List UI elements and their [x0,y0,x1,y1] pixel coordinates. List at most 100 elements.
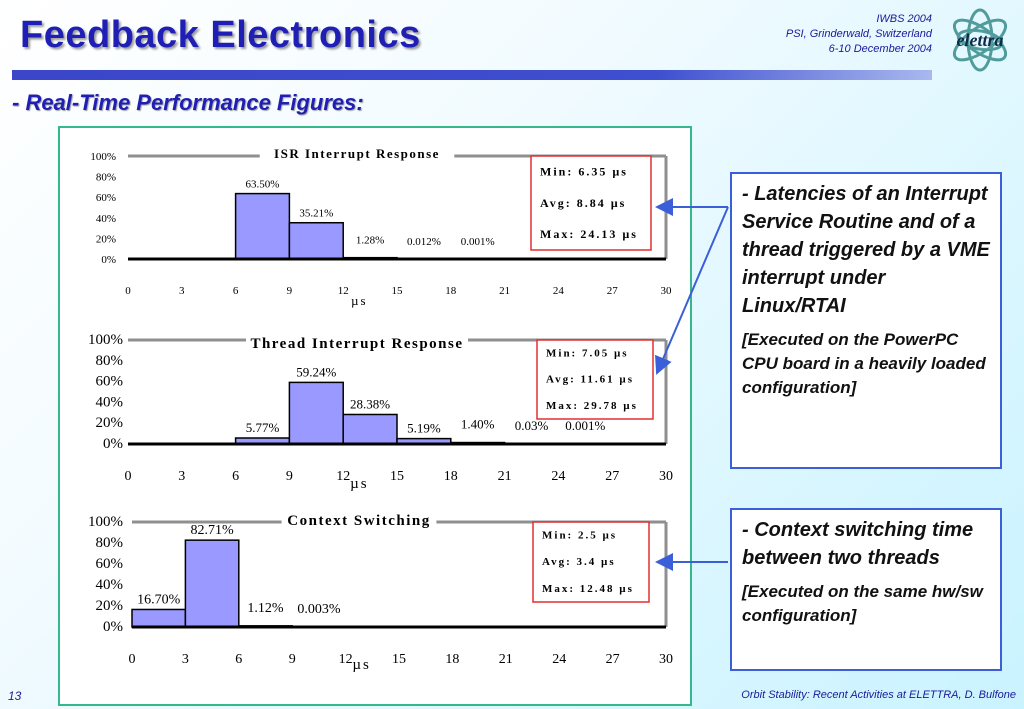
chart-panel: ISR Interrupt Response 63.50% 35.21% 1.28% 0… [58,126,692,706]
x-tick-label: 30 [659,469,673,484]
x-tick-label: 30 [659,652,673,667]
bar-value-label: 1.12% [247,601,284,616]
x-tick-label: 24 [552,652,566,667]
elettra-logo: elettra [952,8,1008,72]
context-switch-description-box: - Context switching time between two thr… [730,508,1002,671]
x-tick-label: 30 [661,285,673,297]
y-tick-label: 60% [96,556,124,572]
x-tick-label: 24 [553,285,565,297]
histogram-bar [288,381,344,445]
slide-title: Feedback Electronics [20,14,421,56]
bar-value-label: 0.001% [461,236,495,248]
chart-title-backing [259,145,455,163]
x-tick-label: 12 [338,285,349,297]
x-tick-label: 21 [498,469,512,484]
y-tick-label: 20% [96,233,116,245]
bar-value-label: 0.003% [297,602,341,617]
chart-title-backing [246,335,468,353]
x-tick-label: 27 [606,652,620,667]
y-tick-label: 80% [96,535,124,551]
histogram-bar [342,413,398,445]
context-switch-description-note: [Executed on the same hw/sw configuratio… [742,582,983,625]
latency-description-note: [Executed on the PowerPC CPU board in a … [742,330,986,397]
chart-title: ISR Interrupt Response [274,146,440,161]
x-axis-label: µs [350,476,368,492]
stats-line: Avg: 8.84 µs [540,196,626,210]
y-tick-label: 20% [96,415,124,431]
bar-value-label: 0.001% [565,418,605,433]
x-tick-label: 3 [182,652,189,667]
conference-name: IWBS 2004 [876,13,932,25]
x-tick-label: 9 [286,469,293,484]
stats-line: Max: 24.13 µs [540,227,638,241]
y-tick-label: 60% [96,192,116,204]
footer-citation: Orbit Stability: Recent Activities at EL… [741,689,1016,701]
arrow-to-thread-stats [655,206,729,375]
stats-line: Max: 29.78 µs [546,400,638,412]
bar-value-label: 1.28% [356,235,384,247]
stats-line: Avg: 11.61 µs [546,374,634,386]
x-tick-label: 0 [125,285,131,297]
x-tick-label: 6 [232,469,239,484]
x-tick-label: 9 [287,285,293,297]
y-tick-label: 0% [101,254,116,266]
conference-location: PSI, Grinderwald, Switzerland [785,28,932,40]
x-axis-label: µs [352,657,370,673]
x-tick-label: 15 [392,652,406,667]
histogram-charts: ISR Interrupt Response 63.50% 35.21% 1.28% 0… [88,145,673,673]
y-tick-label: 80% [96,172,116,184]
x-tick-label: 3 [179,285,185,297]
title-underline-bar [12,70,932,80]
x-tick-label: 15 [390,469,404,484]
bar-value-label: 5.77% [246,420,280,435]
stats-line: Max: 12.48 µs [542,583,634,595]
chart-title: Context Switching [287,513,430,529]
x-tick-label: 21 [499,652,513,667]
x-tick-label: 21 [499,285,510,297]
page-number: 13 [8,689,22,703]
x-tick-label: 3 [178,469,185,484]
x-tick-label: 24 [551,469,565,484]
y-tick-label: 20% [96,598,124,614]
context-switch-description-text: - Context switching time between two thr… [742,519,974,569]
slide-subtitle: - Real-Time Performance Figures: [12,90,364,115]
x-tick-label: 6 [233,285,239,297]
bar-value-label: 63.50% [246,179,280,191]
x-tick-label: 27 [605,469,619,484]
stats-box [530,155,652,251]
stats-box [536,339,654,420]
bar-value-label: 16.70% [137,592,181,607]
chart-title-backing [281,512,437,530]
stats-line: Min: 7.05 µs [546,347,629,359]
y-tick-label: 40% [96,213,116,225]
y-tick-label: 100% [88,514,123,530]
y-tick-label: 40% [96,394,124,410]
bar-value-label: 0.012% [407,236,441,248]
x-tick-label: 0 [129,652,136,667]
x-tick-label: 12 [336,469,350,484]
logo-text: elettra [957,30,1004,50]
x-tick-label: 18 [445,652,459,667]
x-tick-label: 12 [339,652,353,667]
y-tick-label: 60% [96,374,124,390]
x-tick-label: 15 [392,285,404,297]
latency-description-text: - Latencies of an Interrupt Service Rout… [742,183,990,317]
stats-box [532,521,650,603]
y-tick-label: 80% [96,353,124,369]
y-tick-label: 100% [90,151,116,163]
bar-value-label: 0.03% [515,418,549,433]
x-tick-label: 0 [125,469,132,484]
x-axis-label: µs [351,293,368,308]
bar-value-label: 59.24% [296,364,336,379]
conference-dates: 6-10 December 2004 [828,43,932,55]
histogram-bar [184,539,240,628]
y-tick-label: 0% [103,436,123,452]
x-tick-label: 18 [445,285,457,297]
y-tick-label: 100% [88,332,123,348]
stats-line: Min: 6.35 µs [540,164,628,178]
x-tick-label: 9 [289,652,296,667]
y-tick-label: 40% [96,577,124,593]
bar-value-label: 1.40% [461,417,495,432]
chart-title: Thread Interrupt Response [250,336,463,352]
